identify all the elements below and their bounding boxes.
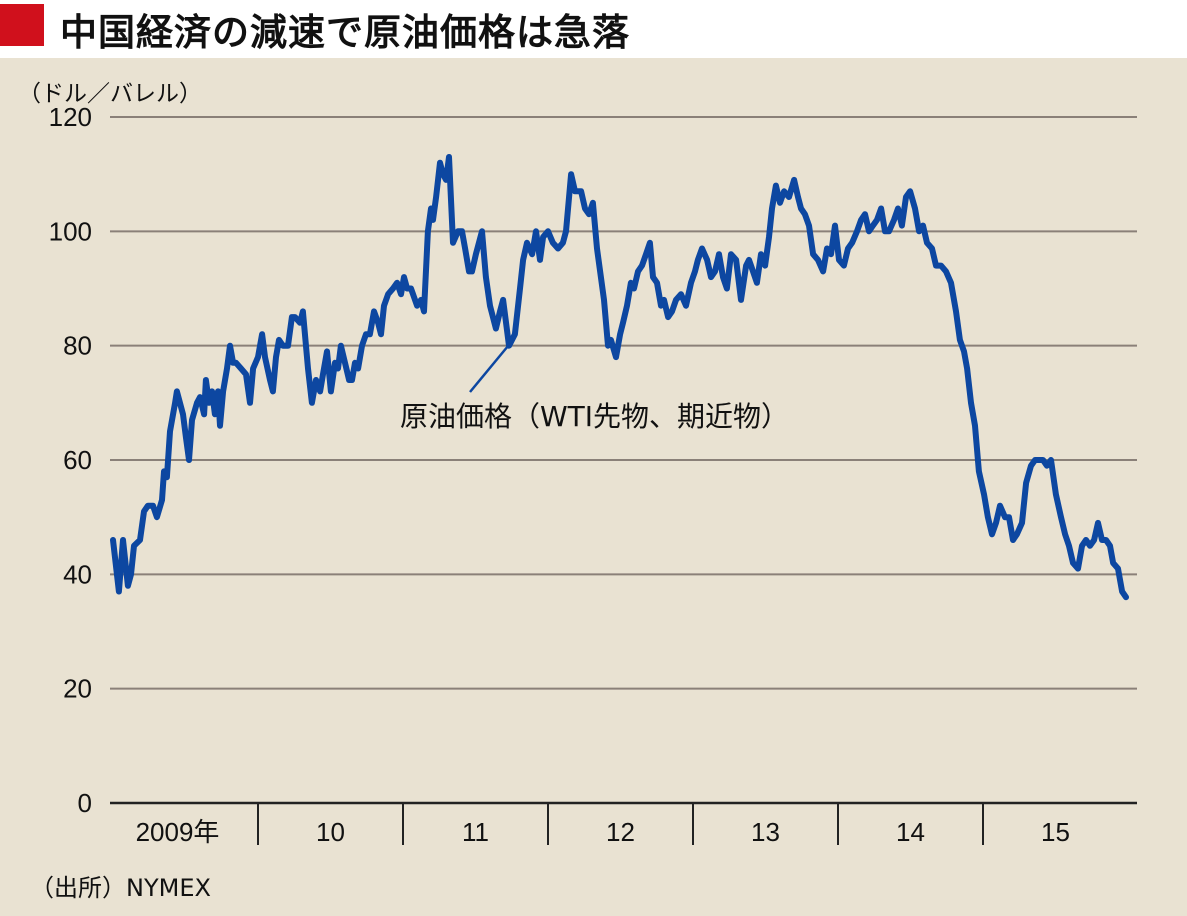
y-tick-label: 100	[49, 216, 92, 246]
y-tick-label: 0	[78, 788, 92, 818]
chart-title: 中国経済の減速で原油価格は急落	[60, 11, 630, 54]
title-accent-mark	[0, 4, 44, 46]
x-tick-label: 13	[751, 817, 780, 847]
y-tick-label: 80	[63, 331, 92, 361]
x-tick-label: 10	[316, 817, 345, 847]
series-annotation: 原油価格（WTI先物、期近物）	[400, 400, 789, 433]
y-tick-label: 20	[63, 674, 92, 704]
x-tick-label: 11	[462, 817, 489, 847]
series-line-wti	[110, 154, 1129, 601]
annotation-leader-line	[469, 345, 509, 393]
x-tick-label: 14	[896, 817, 925, 847]
y-axis-unit-label: （ドル／バレル）	[18, 81, 202, 107]
y-tick-label: 40	[63, 559, 92, 589]
source-note: （出所）NYMEX	[30, 874, 211, 902]
y-tick-label: 120	[49, 102, 92, 132]
y-tick-label: 60	[63, 445, 92, 475]
x-tick-label: 12	[606, 817, 635, 847]
title-bar: 中国経済の減速で原油価格は急落	[0, 0, 1187, 58]
x-tick-label: 15	[1041, 817, 1070, 847]
x-tick-label: 2009年	[136, 817, 220, 847]
